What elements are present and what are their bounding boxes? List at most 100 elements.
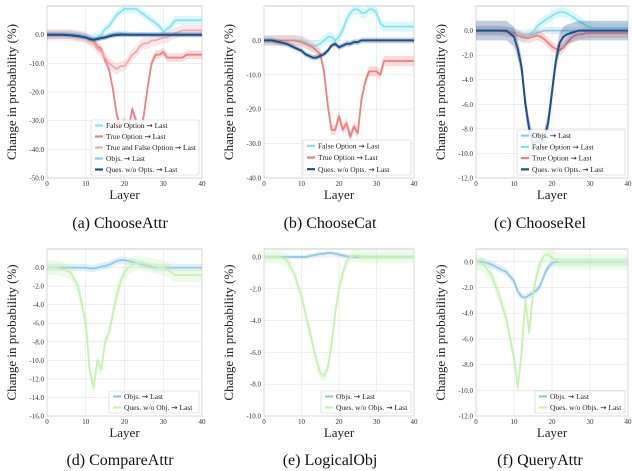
y-tick-label: -8.0 xyxy=(250,381,262,389)
series-confidence-band xyxy=(264,37,414,61)
legend-label: Ques. w/o Objs. ⇝ Last xyxy=(550,403,622,412)
x-tick-label: 40 xyxy=(199,180,207,188)
panel-caption: (b) ChooseCat xyxy=(284,215,377,232)
x-axis-label: Layer xyxy=(324,425,355,440)
legend-label: Objs. ⇝ Last xyxy=(550,392,590,401)
y-axis-label: Change in probability (%) xyxy=(4,264,19,400)
chart-panel-6: 0.0 -2.0 -4.0 -6.0 -8.0 -10.0 -12.00 10 20 30 40 La… xyxy=(433,248,632,440)
y-tick-label: -2.0 xyxy=(462,284,474,292)
y-tick-label: 0.0 xyxy=(35,31,44,39)
y-tick-label: -10.0 xyxy=(246,413,261,421)
y-axis-label: Change in probability (%) xyxy=(221,264,236,400)
panel-caption: (d) CompareAttr xyxy=(66,452,174,469)
legend-label: Ques. w/o Objs. ⇝ Last xyxy=(336,403,408,412)
y-tick-label: -12.0 xyxy=(458,175,473,183)
legend: Objs. ⇝ Last Ques. w/o Objs. ⇝ Last xyxy=(534,390,626,414)
legend-label: False Option ⇝ Last xyxy=(106,121,168,130)
x-tick-label: 10 xyxy=(298,418,306,426)
legend-label: Ques. w/o Obj. ⇝ Last xyxy=(124,403,193,412)
legend: Objs. ⇝ Last False Option ⇝ Last True Opti… xyxy=(516,129,626,176)
legend-label: Ques. w/o Opts. ⇝ Last xyxy=(318,165,390,174)
legend-label: False Option ⇝ Last xyxy=(532,142,594,151)
series-layer xyxy=(264,249,414,383)
legend-box xyxy=(516,129,626,176)
legend-label: Ques. w/o Opts. ⇝ Last xyxy=(106,165,178,174)
x-axis-label: Layer xyxy=(109,425,140,440)
x-tick-label: 30 xyxy=(373,418,381,426)
legend-label: True Option ⇝ Last xyxy=(318,153,378,162)
x-axis-label: Layer xyxy=(324,187,355,202)
y-tick-label: -6.0 xyxy=(33,320,45,328)
y-tick-label: -40.0 xyxy=(29,146,44,154)
chart-panel-2: 0.0 -10.0 -20.0 -30.0 -40.00 10 20 30 40 Layer Cha… xyxy=(221,5,418,202)
y-tick-label: -10.0 xyxy=(29,60,44,68)
series-line xyxy=(476,253,628,389)
x-tick-label: 30 xyxy=(587,180,595,188)
x-tick-label: 10 xyxy=(511,418,519,426)
y-tick-label: -30.0 xyxy=(29,117,44,125)
y-axis-label: Change in probability (%) xyxy=(433,24,448,160)
legend-label: True Option ⇝ Last xyxy=(106,132,166,141)
y-tick-label: -8.0 xyxy=(33,338,45,346)
panel-caption: (a) ChooseAttr xyxy=(72,215,168,232)
series-layer xyxy=(264,6,414,142)
series-line xyxy=(264,254,414,378)
x-tick-label: 10 xyxy=(511,180,519,188)
x-tick-label: 0 xyxy=(45,180,49,188)
x-tick-label: 20 xyxy=(121,180,129,188)
x-tick-label: 0 xyxy=(474,418,478,426)
chart-panel-3: 0.0 -2.0 -4.0 -6.0 -8.0 -10.0 -12.00 10 20 30 40 La… xyxy=(433,5,632,202)
series-line xyxy=(47,29,202,70)
legend-box xyxy=(320,390,412,414)
y-tick-label: -4.0 xyxy=(250,317,262,325)
legend-label: True and False Option ⇝ Last xyxy=(106,143,197,152)
y-tick-label: -16.0 xyxy=(29,413,44,421)
legend-label: Objs. ⇝ Last xyxy=(106,154,146,163)
x-tick-label: 40 xyxy=(411,418,419,426)
series-line xyxy=(476,29,628,52)
series-line xyxy=(264,8,414,47)
y-tick-label: -12.0 xyxy=(458,413,473,421)
y-tick-label: -20.0 xyxy=(29,89,44,97)
y-tick-label: -4.0 xyxy=(462,310,474,318)
y-axis-label: Change in probability (%) xyxy=(4,24,19,160)
x-tick-label: 10 xyxy=(298,180,306,188)
chart-panel-4: 0.0 -2.0 -4.0 -6.0 -8.0 -10.0 -12.0 -14.0 -16.00… xyxy=(4,248,207,440)
chart-panel-1: 0.0 -10.0 -20.0 -30.0 -40.0 -50.00 10 20 30 40 Lay… xyxy=(4,5,206,202)
y-tick-label: -2.0 xyxy=(33,283,45,291)
series-confidence-band xyxy=(264,35,414,142)
y-tick-label: 0.0 xyxy=(252,37,261,45)
x-tick-label: 0 xyxy=(262,180,266,188)
y-tick-label: -6.0 xyxy=(462,335,474,343)
series-line xyxy=(47,261,202,390)
y-tick-label: -8.0 xyxy=(462,361,474,369)
y-axis-label: Change in probability (%) xyxy=(221,24,236,160)
y-tick-label: 0.0 xyxy=(252,253,261,261)
legend-box xyxy=(108,390,200,414)
panel-caption: (f) QueryAttr xyxy=(497,452,583,469)
series-line xyxy=(264,39,414,59)
x-tick-label: 20 xyxy=(549,418,557,426)
y-tick-label: -20.0 xyxy=(246,106,261,114)
x-tick-label: 30 xyxy=(373,180,381,188)
x-tick-label: 20 xyxy=(549,180,557,188)
series-layer xyxy=(476,249,628,396)
x-tick-label: 20 xyxy=(336,418,344,426)
legend-label: Objs. ⇝ Last xyxy=(336,392,376,401)
x-tick-label: 0 xyxy=(474,180,478,188)
x-tick-label: 20 xyxy=(336,180,344,188)
series-confidence-band xyxy=(47,30,202,42)
legend-label: Objs. ⇝ Last xyxy=(124,392,164,401)
y-tick-label: -6.0 xyxy=(462,101,474,109)
legend-box xyxy=(534,390,626,414)
x-tick-label: 40 xyxy=(199,418,207,426)
panel-caption: (c) ChooseRel xyxy=(494,215,587,232)
y-tick-label: 0.0 xyxy=(464,27,473,35)
x-tick-label: 0 xyxy=(262,418,266,426)
legend: False Option ⇝ Last True Option ⇝ Last Que… xyxy=(302,139,412,176)
series-layer xyxy=(476,7,628,154)
y-tick-label: -10.0 xyxy=(458,150,473,158)
y-tick-label: 0.0 xyxy=(35,264,44,272)
y-tick-label: -14.0 xyxy=(29,394,44,402)
y-tick-label: 0.0 xyxy=(464,258,473,266)
